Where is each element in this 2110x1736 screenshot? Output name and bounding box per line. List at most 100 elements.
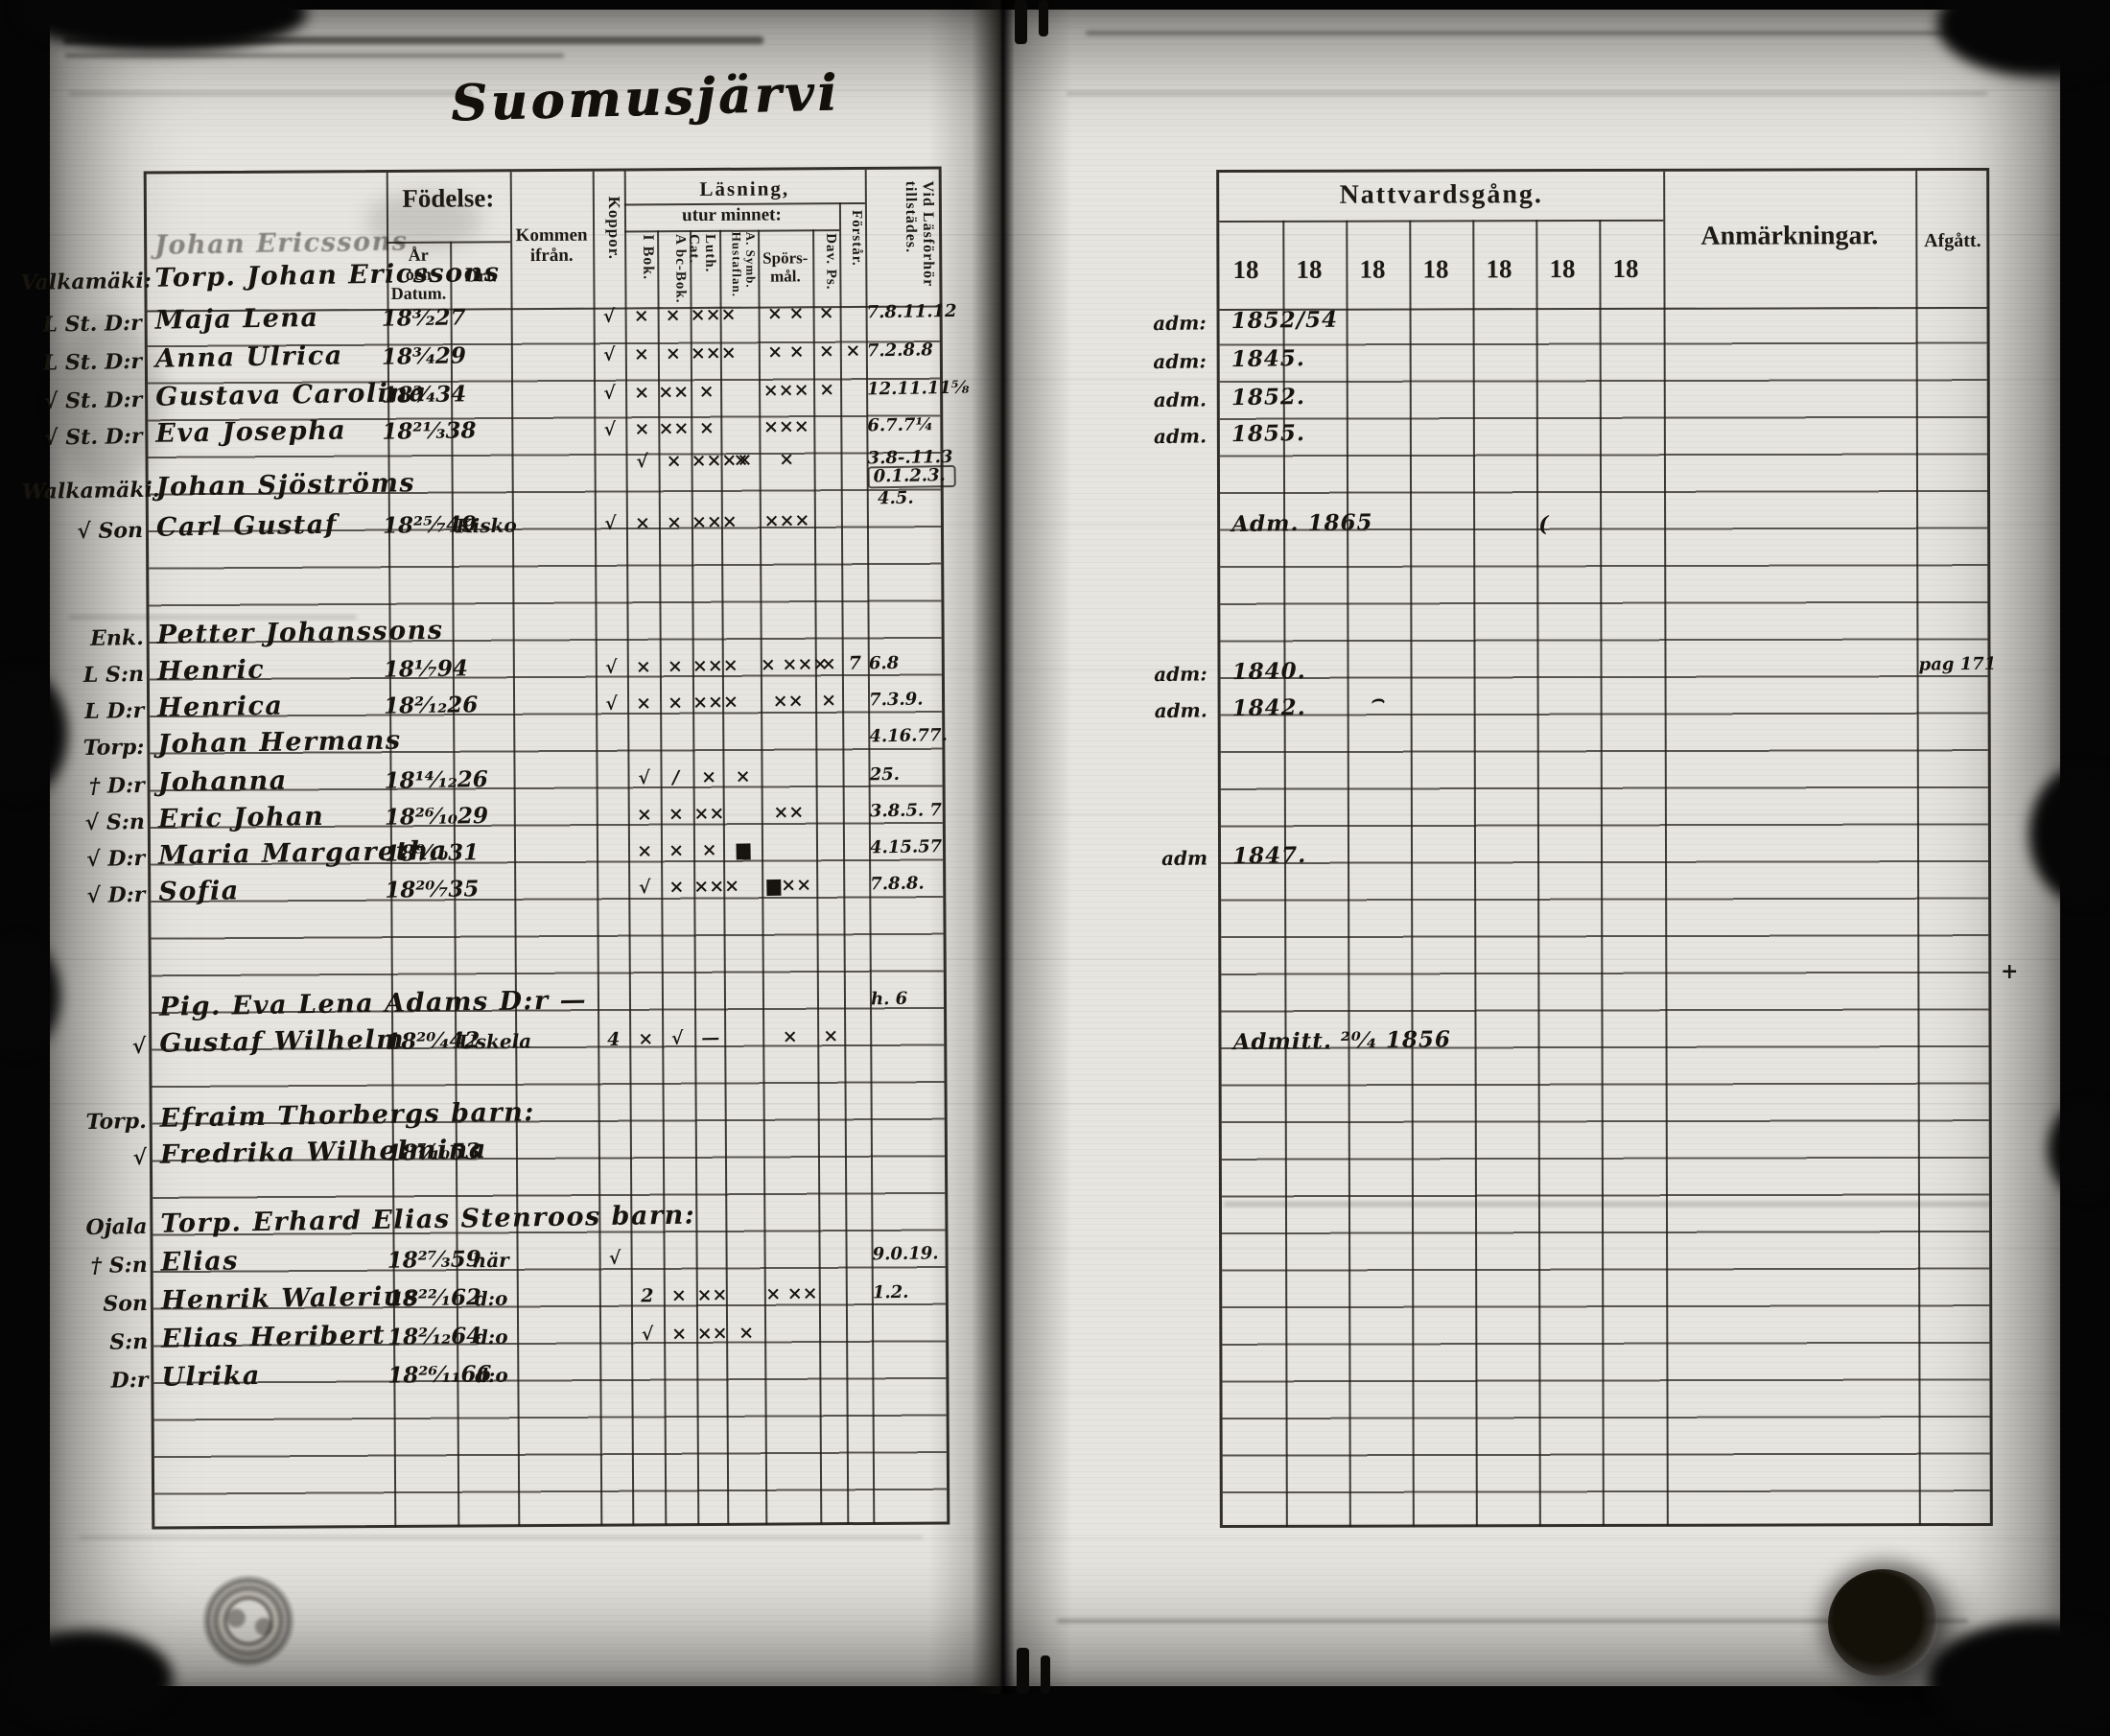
adm-margin: adm:: [1153, 662, 1207, 687]
margin-note: S:n: [108, 1328, 149, 1355]
reading-mark: √: [602, 305, 616, 327]
lasforhor-value: 3.8.5. 7: [869, 800, 943, 822]
reading-mark: √: [604, 656, 618, 678]
reading-mark: ×: [668, 839, 685, 861]
reading-mark: /: [671, 766, 680, 788]
person-name: Eric Johan: [157, 801, 325, 834]
reading-mark: √: [608, 1247, 621, 1269]
reading-mark: ×: [735, 765, 751, 787]
grid-line: [1219, 219, 1664, 223]
reading-mark: √: [603, 382, 617, 404]
margin-note: † S:n: [90, 1252, 148, 1279]
archive-stamp: [179, 1551, 317, 1691]
margin-note: Torp:: [82, 734, 145, 762]
reading-mark: √: [641, 1324, 654, 1346]
header-year: 18: [1296, 254, 1323, 284]
reading-mark: ××: [772, 690, 804, 713]
margin-note: L S:n: [82, 661, 145, 688]
reading-mark: ×: [671, 1323, 688, 1345]
margin-note: √: [132, 1144, 148, 1171]
reading-mark: ×: [633, 343, 650, 365]
reading-mark: ××: [696, 1283, 728, 1306]
reading-mark: ×××: [690, 341, 737, 364]
reading-mark: √: [603, 418, 617, 440]
margin-note: Valkamäki:: [20, 268, 152, 296]
adm-margin: adm:: [1153, 349, 1207, 374]
lasforhor-value: 1.2.: [872, 1281, 909, 1303]
header-year: 18: [1359, 254, 1386, 284]
reading-mark: ×: [636, 804, 652, 826]
lasforhor-value: 9.0.19.: [872, 1243, 939, 1265]
reading-mark: × ××: [765, 1282, 818, 1305]
margin-note: Walkamäki.: [21, 477, 160, 505]
reading-mark: 2: [641, 1285, 654, 1307]
lasforhor-value: 4.16.77.: [869, 725, 948, 747]
birth-date: 18²⁄₁₂26: [383, 692, 479, 719]
left-table-lines: Johan Ericssons Valkamäki: Torp. Johan Eri…: [20, 169, 969, 1393]
reading-mark: ×: [636, 840, 653, 862]
birth-date: 18³⁄₄29: [381, 342, 467, 370]
reading-mark: ×××: [763, 509, 810, 532]
margin-note: Ojala: [85, 1213, 148, 1240]
margin-note: √ D:r: [86, 845, 146, 872]
edge-shadow: [2029, 767, 2110, 902]
margin-smudge: [366, 192, 481, 249]
birth-date: 18⁹⁄₁₀31: [384, 839, 480, 867]
header-anmarkningar: Anmärkningar.: [1700, 221, 1879, 251]
header-nattvardsgang: Nattvardsgång.: [1339, 179, 1543, 210]
reading-mark: ×: [634, 418, 650, 440]
reading-mark: ×: [638, 1028, 654, 1050]
reading-mark: ×××: [762, 379, 809, 402]
page-title-script: Suomusjärvi: [450, 63, 841, 133]
reading-mark: ××: [658, 417, 690, 440]
person-name: Sofia: [158, 876, 240, 907]
reading-mark: ×: [667, 692, 684, 714]
margin-note: Son: [103, 1290, 149, 1317]
birth-date: 18²⁄₁₂64: [387, 1323, 482, 1350]
ink-blot: [1828, 1569, 1937, 1677]
lasforhor-value: 7.8.11.12: [866, 300, 957, 323]
binding-post-top: [1039, 0, 1048, 36]
header-lasning: Läsning,: [699, 176, 790, 201]
person-name: Henrik Walerius: [160, 1281, 420, 1316]
reading-mark: ×××: [693, 875, 740, 898]
reading-mark: ×: [820, 652, 837, 675]
person-name: Efraim Thorbergs barn:: [159, 1097, 536, 1134]
reading-mark: ×××: [692, 654, 738, 677]
person-name: Pig. Eva Lena Adams D:r —: [158, 985, 588, 1022]
reading-mark: ×: [701, 839, 717, 861]
reading-mark: ××: [693, 802, 725, 825]
person-name: Torp. Johan Ericssons: [154, 257, 501, 293]
lasforhor-value: 7.8.8.: [870, 873, 925, 895]
reading-mark: × ×: [766, 302, 805, 325]
birth-date: 18²⁰⁄₄42: [386, 1027, 481, 1055]
reading-mark: ×: [698, 417, 715, 439]
birth-date: 18²²⁄₁62: [387, 1284, 482, 1312]
adm-margin: adm.: [1153, 424, 1207, 449]
communion-note: 1852/54: [1231, 306, 1339, 335]
person-name: Gustaf Wilhelm: [159, 1024, 406, 1059]
reading-mark: ×: [782, 1025, 798, 1047]
person-name: Eva Josepha: [155, 415, 347, 449]
reading-mark: ×: [634, 382, 650, 404]
lasforhor-value: 0.1.2.3.: [867, 464, 956, 489]
header-year: 18: [1232, 254, 1259, 285]
margin-note: √ St. D:r: [43, 423, 143, 451]
reading-mark: √: [670, 1027, 684, 1049]
birth-date: 18²¹⁄₃38: [382, 417, 477, 445]
lasforhor-value: 7.3.9.: [868, 689, 924, 711]
communion-note: Admitt. ²⁰⁄₄ 1856: [1232, 1026, 1452, 1056]
right-page-table: Nattvardsgång. 18 18 18 18 18 18 18 Anmä…: [1153, 167, 1996, 1529]
header-year: 18: [1486, 254, 1512, 284]
margin-note: † D:r: [88, 772, 145, 799]
birth-date: 18²⁰⁄₇35: [385, 876, 480, 903]
reading-mark: √: [638, 877, 651, 899]
birth-date: 18²⁵⁄₇49: [382, 511, 478, 539]
person-name: Henrica: [156, 691, 284, 723]
birth-date: 18²⁷⁄₃59: [387, 1246, 481, 1274]
birth-date: 18⁷⁄₁₀53: [386, 1138, 481, 1166]
binding-post-bottom: [1017, 1648, 1029, 1694]
binding-post-top: [1015, 0, 1027, 44]
reading-mark: × ×××: [760, 653, 829, 676]
reading-mark: ×: [668, 803, 684, 825]
